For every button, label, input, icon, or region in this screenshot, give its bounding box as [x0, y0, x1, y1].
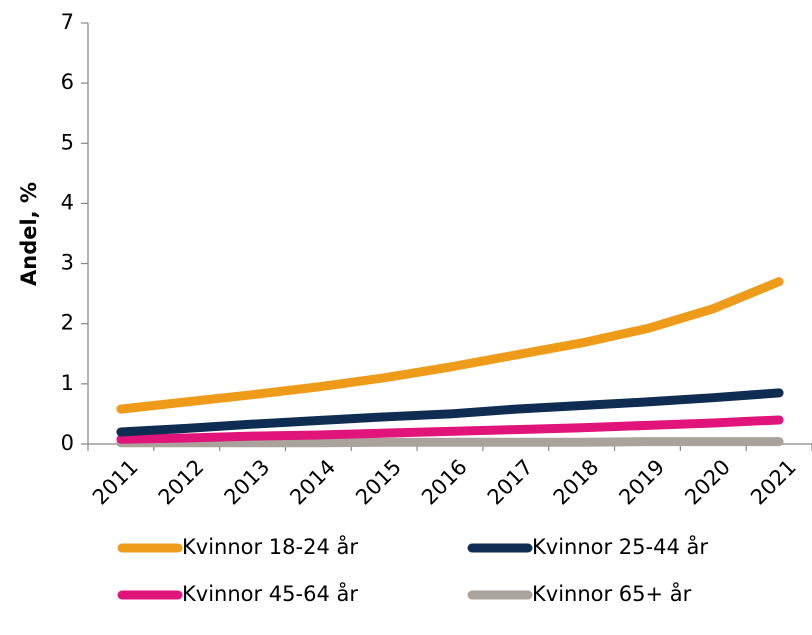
series-line	[116, 437, 784, 448]
x-tick-label: 2019	[614, 455, 669, 510]
x-tick-label: 2014	[285, 455, 340, 510]
y-tick-label: 3	[61, 251, 74, 275]
x-tick-label: 2012	[154, 455, 209, 510]
x-tick-label: 2018	[549, 455, 604, 510]
x-tick-label: 2016	[417, 455, 472, 510]
y-axis-label: Andel, %	[17, 182, 41, 286]
x-tick-label: 2021	[746, 455, 801, 510]
legend-label: Kvinnor 45-64 år	[182, 581, 358, 606]
x-tick-label: 2015	[351, 455, 406, 510]
legend-label: Kvinnor 65+ år	[532, 581, 692, 606]
series-line	[116, 415, 784, 444]
y-tick-label: 7	[61, 10, 74, 34]
y-tick-label: 6	[61, 70, 74, 94]
legend-label: Kvinnor 18-24 år	[182, 534, 358, 559]
y-tick-label: 0	[61, 431, 74, 455]
x-tick-label: 2017	[483, 455, 538, 510]
x-tick-label: 2013	[220, 455, 275, 510]
series-line	[116, 277, 784, 414]
y-tick-label: 2	[61, 311, 74, 335]
y-tick-label: 4	[61, 190, 74, 214]
legend-label: Kvinnor 25-44 år	[532, 534, 708, 559]
x-tick-label: 2020	[680, 455, 735, 510]
y-tick-label: 5	[61, 130, 74, 154]
x-tick-label: 2011	[88, 455, 143, 510]
y-tick-label: 1	[61, 371, 74, 395]
series-line	[116, 388, 784, 437]
